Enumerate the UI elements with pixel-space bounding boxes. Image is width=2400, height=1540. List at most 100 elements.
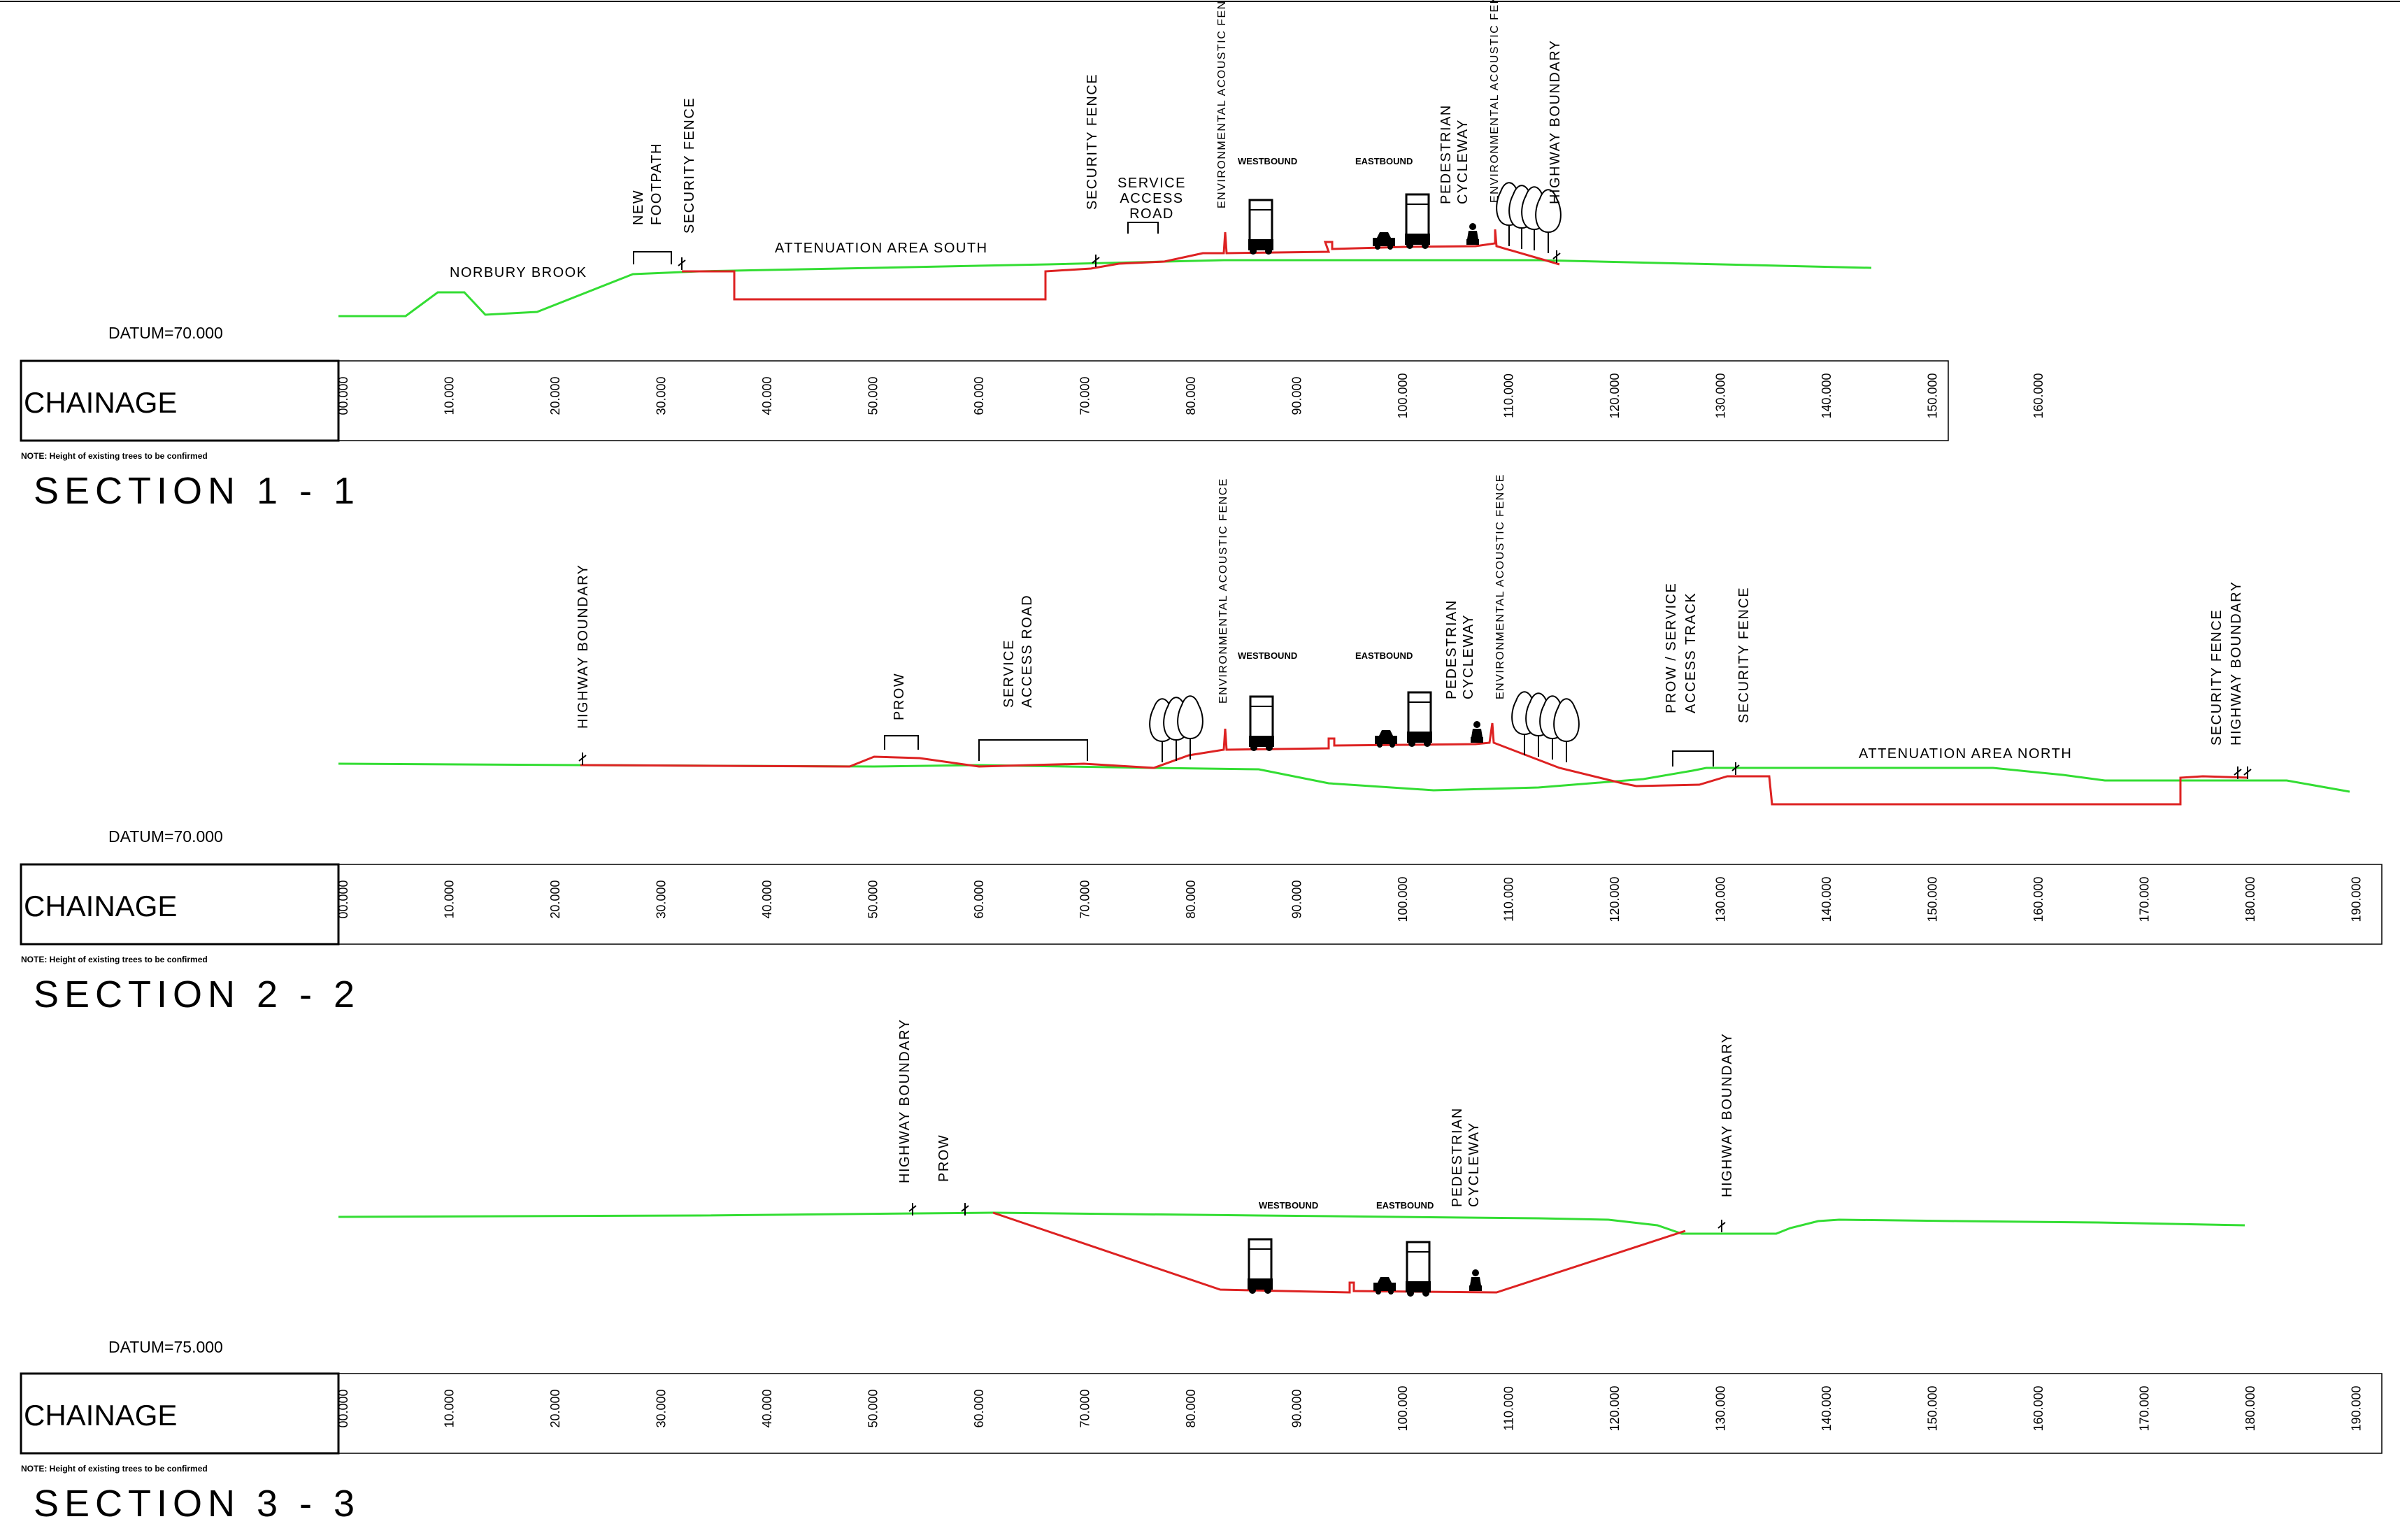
label-line: HIGHWAY BOUNDARY: [1548, 39, 1563, 204]
chainage-label: CHAINAGE: [24, 386, 177, 419]
label-security-fence-a: SECURITY FENCE: [682, 97, 697, 234]
chainage-tick-label: 180.000: [2243, 1385, 2257, 1431]
label-line: SECURITY FENCE: [1736, 587, 1752, 723]
chainage-ticks: 00.000 10.000 20.000 30.000 40.000 50.000 60.0…: [336, 876, 2364, 922]
chainage-label: CHAINAGE: [24, 1399, 177, 1432]
chainage-tick-label: 20.000: [548, 376, 562, 415]
chainage-tick-label: 110.000: [1502, 1386, 1516, 1431]
note-text: NOTE: Height of existing trees to be con…: [21, 451, 208, 461]
chainage-tick-label: 80.000: [1184, 376, 1198, 415]
label-line: HIGHWAY BOUNDARY: [1720, 1032, 1735, 1197]
chainage-tick-label: 50.000: [866, 1389, 880, 1427]
chainage-tick-label: 140.000: [1820, 373, 1834, 418]
section-1-1: NORBURY BROOK ATTENUATION AREA SOUTH SER…: [20, 0, 2045, 512]
chainage-tick-label: 190.000: [2350, 1385, 2364, 1431]
chainage-tick-label: 90.000: [1290, 376, 1304, 415]
chainage-tick-label: 40.000: [760, 880, 774, 918]
label-line: NEW: [631, 190, 646, 225]
label-attenuation-north: ATTENUATION AREA NORTH: [1859, 746, 2072, 762]
chainage-ticks: 00.000 10.000 20.000 30.000 40.000 50.000 60.0…: [336, 373, 2045, 418]
westbound-truck-icon: [1246, 1238, 1274, 1295]
section-title: SECTION 3 - 3: [34, 1483, 360, 1525]
label-line: PROW: [892, 673, 907, 720]
label-eastbound: EASTBOUND: [1376, 1200, 1434, 1211]
label-line: PEDESTRIAN: [1444, 599, 1459, 699]
chainage-ticks: 00.000 10.000 20.000 30.000 40.000 50.000 60.0…: [336, 1385, 2364, 1431]
chainage-tick-label: 100.000: [1396, 373, 1410, 418]
chainage-tick-label: 160.000: [2031, 1385, 2045, 1431]
label-prow: PROW: [892, 673, 907, 720]
label-line: CYCLEWAY: [1455, 119, 1471, 204]
label-highway-boundary-b: HIGHWAY BOUNDARY: [1720, 1032, 1735, 1197]
chainage-tick-label: 90.000: [1290, 880, 1304, 918]
chainage-label: CHAINAGE: [24, 890, 177, 922]
eastbound-truck-icon: [1406, 691, 1434, 748]
label-line: CYCLEWAY: [1461, 614, 1476, 699]
label-line: ACCESS: [1120, 191, 1183, 206]
label-line: HIGHWAY BOUNDARY: [897, 1018, 913, 1183]
label-pedestrian-cycleway: PEDESTRIAN CYCLEWAY: [1438, 104, 1471, 204]
section-title: SECTION 1 - 1: [34, 470, 360, 512]
cyclist-icon: [1471, 721, 1483, 743]
chainage-band: CHAINAGE: [20, 359, 1949, 442]
label-env-acoustic-fence-a: ENVIRONMENTAL ACOUSTIC FENCE: [1216, 0, 1228, 208]
chainage-tick-label: 10.000: [443, 1389, 457, 1427]
chainage-tick-label: 50.000: [866, 376, 880, 415]
chainage-tick-label: 70.000: [1078, 880, 1092, 918]
chainage-tick-label: 80.000: [1184, 1389, 1198, 1427]
label-norbury-brook: NORBURY BROOK: [450, 265, 587, 280]
chainage-tick-label: 130.000: [1714, 373, 1728, 418]
label-pedestrian-cycleway: PEDESTRIAN CYCLEWAY: [1444, 599, 1476, 699]
chainage-tick-label: 120.000: [1608, 373, 1622, 418]
label-line: PROW: [936, 1134, 952, 1182]
chainage-tick-label: 20.000: [548, 1389, 562, 1427]
proposed-profile: [992, 1211, 1686, 1294]
chainage-tick-label: 10.000: [443, 880, 457, 918]
chainage-tick-label: 190.000: [2350, 876, 2364, 922]
chainage-tick-label: 30.000: [655, 376, 669, 415]
section-2-2: ATTENUATION AREA NORTH HIGHWAY BOUNDARY …: [20, 473, 2383, 1015]
label-line: ENVIRONMENTAL ACOUSTIC FENCE: [1489, 0, 1501, 203]
label-security-fence-a: SECURITY FENCE: [1736, 587, 1752, 723]
eastbound-truck-icon: [1404, 1241, 1432, 1298]
label-line: SERVICE: [1117, 176, 1186, 191]
label-westbound: WESTBOUND: [1238, 156, 1297, 166]
label-line: HIGHWAY BOUNDARY: [2229, 580, 2244, 746]
label-env-acoustic-fence-b: ENVIRONMENTAL ACOUSTIC FENCE: [1494, 473, 1506, 699]
label-security-fence-b: SECURITY FENCE: [1085, 73, 1100, 210]
label-line: ACCESS TRACK: [1683, 592, 1699, 713]
chainage-tick-label: 70.000: [1078, 1389, 1092, 1427]
label-highway-boundary: HIGHWAY BOUNDARY: [1548, 39, 1563, 204]
chainage-tick-label: 100.000: [1396, 876, 1410, 922]
chainage-tick-label: 150.000: [1926, 1385, 1940, 1431]
label-pedestrian-cycleway: PEDESTRIAN CYCLEWAY: [1450, 1107, 1482, 1207]
label-prow-service-access-track: PROW / SERVICE ACCESS TRACK: [1664, 583, 1699, 713]
datum-label: DATUM=70.000: [108, 324, 223, 342]
label-westbound: WESTBOUND: [1259, 1200, 1318, 1211]
chainage-tick-label: 60.000: [972, 880, 986, 918]
chainage-band: CHAINAGE: [20, 1372, 2383, 1455]
chainage-tick-label: 180.000: [2243, 876, 2257, 922]
chainage-tick-label: 30.000: [655, 880, 669, 918]
chainage-tick-label: 70.000: [1078, 376, 1092, 415]
westbound-truck-icon: [1247, 199, 1275, 256]
proposed-profile: [580, 722, 2249, 806]
label-service-access-road: SERVICE ACCESS ROAD: [1001, 594, 1035, 708]
label-line: ACCESS ROAD: [1020, 594, 1035, 708]
chainage-tick-label: 40.000: [760, 1389, 774, 1427]
cyclist-icon: [1469, 1269, 1482, 1291]
label-line: SERVICE: [1001, 639, 1017, 708]
chainage-tick-label: 80.000: [1184, 880, 1198, 918]
chainage-tick-label: 160.000: [2031, 876, 2045, 922]
proposed-profile: [682, 229, 1560, 301]
label-env-acoustic-fence-a: ENVIRONMENTAL ACOUSTIC FENCE: [1217, 478, 1229, 704]
chainage-tick-label: 100.000: [1396, 1385, 1410, 1431]
section-title: SECTION 2 - 2: [34, 974, 360, 1015]
label-line: SECURITY FENCE: [1085, 73, 1100, 210]
chainage-tick-label: 170.000: [2138, 876, 2152, 922]
chainage-tick-label: 00.000: [336, 376, 350, 415]
chainage-tick-label: 30.000: [655, 1389, 669, 1427]
label-line: ROAD: [1129, 206, 1174, 222]
